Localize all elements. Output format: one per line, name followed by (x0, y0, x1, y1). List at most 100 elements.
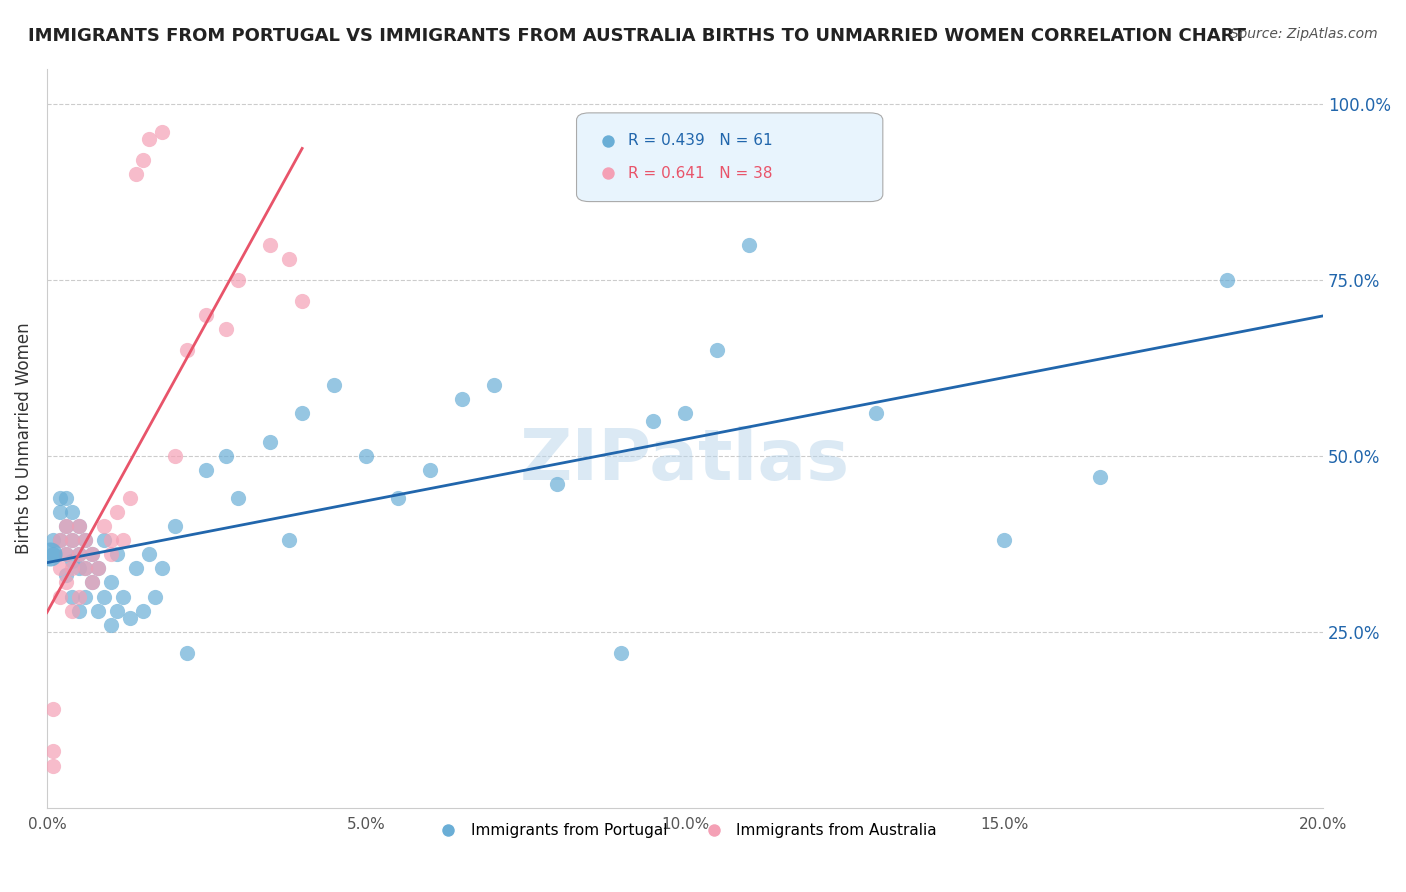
Point (706, 343, 728, 358)
Point (67, 519, 90, 533)
Point (100, 617, 122, 632)
Point (259, 237, 281, 252)
Point (387, 491, 409, 505)
Point (105, 604, 128, 618)
Point (673, 407, 696, 421)
Point (228, 491, 250, 505)
Point (145, 590, 167, 604)
Point (48, 590, 70, 604)
Point (62, 505, 84, 519)
Point (42, 744, 65, 758)
Point (48, 505, 70, 519)
Point (738, 237, 761, 252)
Point (93, 519, 115, 533)
Point (112, 590, 135, 604)
Point (228, 273, 250, 287)
Point (80, 575, 103, 590)
Point (55, 519, 77, 533)
Point (55, 519, 77, 533)
Point (62, 533, 84, 548)
Point (62, 554, 84, 568)
Point (291, 293, 314, 308)
Point (75, 561, 97, 575)
Point (55, 575, 77, 590)
Point (48, 533, 70, 548)
Text: ZIPatlas: ZIPatlas (520, 425, 851, 495)
Point (39, 547, 62, 561)
Point (163, 519, 186, 533)
Point (93, 590, 115, 604)
Point (450, 392, 472, 407)
Point (75, 533, 97, 548)
Point (87, 604, 110, 618)
Text: IMMIGRANTS FROM PORTUGAL VS IMMIGRANTS FROM AUSTRALIA BIRTHS TO UNMARRIED WOMEN : IMMIGRANTS FROM PORTUGAL VS IMMIGRANTS F… (28, 27, 1246, 45)
Point (354, 449, 377, 463)
Point (214, 449, 236, 463)
Text: R = 0.641   N = 38: R = 0.641 N = 38 (627, 166, 772, 181)
Point (42, 702, 65, 716)
Y-axis label: Births to Unmarried Women: Births to Unmarried Women (15, 322, 32, 554)
Point (67, 519, 90, 533)
Point (62, 604, 84, 618)
Point (55, 491, 77, 505)
Point (138, 132, 160, 146)
Point (67, 547, 90, 561)
Point (643, 413, 665, 427)
Point (75, 590, 97, 604)
Point (75, 533, 97, 548)
Point (75, 561, 97, 575)
Point (163, 449, 186, 463)
Point (100, 575, 122, 590)
Point (546, 476, 568, 491)
Point (48, 561, 70, 575)
Point (67, 590, 90, 604)
Point (482, 378, 505, 392)
Point (125, 167, 148, 181)
Point (87, 561, 110, 575)
Point (993, 533, 1015, 548)
Point (67, 561, 90, 575)
Point (278, 252, 301, 266)
Point (150, 561, 173, 575)
Point (138, 547, 160, 561)
Point (176, 343, 198, 358)
Point (67, 547, 90, 561)
Point (62, 561, 84, 575)
Point (291, 407, 314, 421)
Legend: Immigrants from Portugal, Immigrants from Australia: Immigrants from Portugal, Immigrants fro… (427, 817, 943, 845)
Point (42, 533, 65, 548)
Point (42, 758, 65, 772)
Point (278, 533, 301, 548)
Point (80, 575, 103, 590)
Text: R = 0.439   N = 61: R = 0.439 N = 61 (627, 134, 772, 148)
Point (865, 407, 887, 421)
Point (131, 604, 153, 618)
Point (42, 547, 65, 561)
Point (1216, 273, 1239, 287)
Point (610, 646, 633, 660)
Point (150, 125, 173, 139)
Point (176, 646, 198, 660)
Point (55, 568, 77, 582)
Point (55, 547, 77, 561)
Point (112, 533, 135, 548)
Point (93, 533, 115, 548)
Point (323, 378, 346, 392)
Point (1088, 470, 1111, 484)
Point (118, 491, 141, 505)
Point (100, 547, 122, 561)
Text: Source: ZipAtlas.com: Source: ZipAtlas.com (1230, 27, 1378, 41)
Point (118, 610, 141, 624)
Point (105, 505, 128, 519)
Point (62, 533, 84, 548)
Point (131, 153, 153, 167)
Point (62, 590, 84, 604)
Point (259, 434, 281, 449)
Point (195, 308, 218, 322)
Point (87, 561, 110, 575)
Point (125, 561, 148, 575)
Point (419, 463, 441, 477)
Point (55, 547, 77, 561)
Point (67, 604, 90, 618)
Point (48, 491, 70, 505)
